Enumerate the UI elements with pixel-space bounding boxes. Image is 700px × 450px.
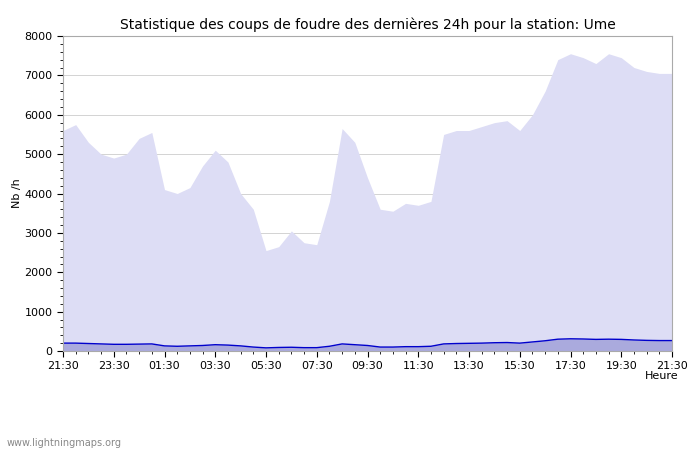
Title: Statistique des coups de foudre des dernières 24h pour la station: Ume: Statistique des coups de foudre des dern… bbox=[120, 18, 615, 32]
Text: Heure: Heure bbox=[645, 371, 679, 381]
Y-axis label: Nb /h: Nb /h bbox=[12, 179, 22, 208]
Text: www.lightningmaps.org: www.lightningmaps.org bbox=[7, 438, 122, 448]
